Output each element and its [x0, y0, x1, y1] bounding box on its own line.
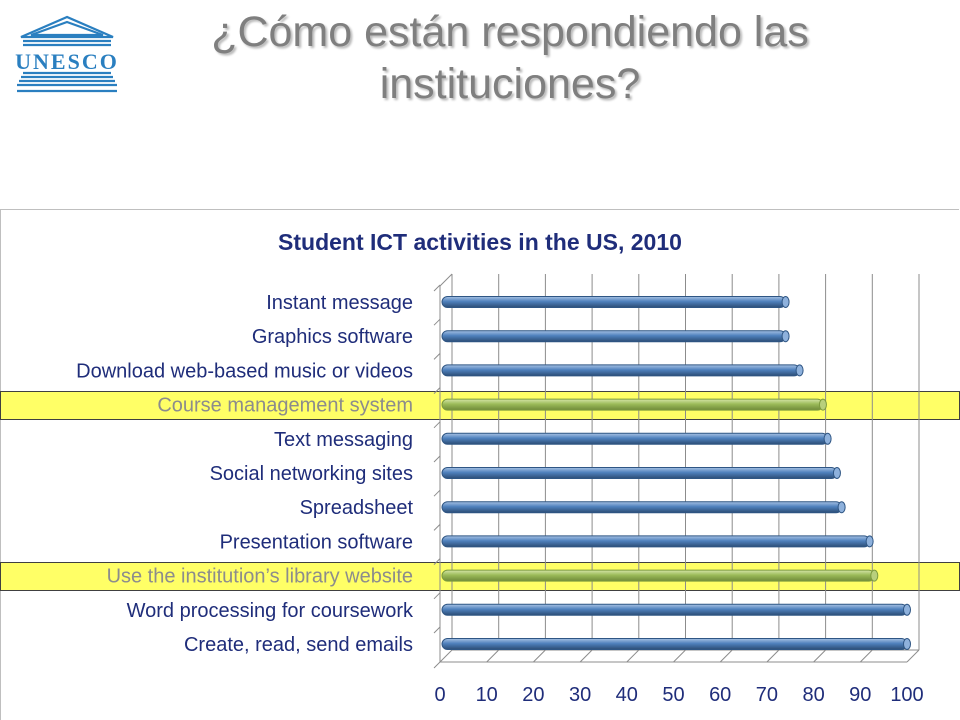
bar-end-cap — [781, 330, 790, 343]
bar — [441, 569, 875, 582]
category-label: Graphics software — [252, 326, 413, 348]
x-tick-label: 0 — [434, 684, 445, 706]
floor-gridline — [533, 649, 546, 663]
category-tick — [433, 387, 441, 394]
floor-gridline — [859, 649, 873, 663]
category-tick — [433, 489, 441, 497]
floor-gridline — [906, 649, 920, 663]
logo-lettering: UNESCO — [15, 49, 119, 74]
bar — [441, 638, 908, 650]
floor-gridline — [813, 649, 826, 663]
bar — [441, 330, 787, 343]
category-label: Text messaging — [274, 429, 413, 451]
category-tick — [433, 318, 441, 326]
x-tick-label: 30 — [569, 684, 591, 706]
bar — [441, 364, 801, 377]
category-label: Use the institution’s library website — [107, 566, 413, 588]
bar — [441, 535, 871, 548]
x-tick-label: 40 — [616, 684, 638, 706]
x-tick-label: 100 — [890, 684, 923, 706]
category-label: Course management system — [157, 395, 413, 417]
bar-end-cap — [903, 603, 911, 616]
bar-end-cap — [903, 638, 911, 650]
bar-end-cap — [795, 364, 804, 377]
floor-gridline — [579, 649, 593, 663]
category-label: Create, read, send emails — [184, 634, 413, 656]
floor-gridline — [626, 649, 640, 663]
floor-gridline — [766, 649, 780, 663]
bar-end-cap — [781, 296, 790, 308]
x-tick-label: 90 — [849, 684, 871, 706]
category-tick — [433, 455, 441, 463]
x-tick-label: 20 — [522, 684, 544, 706]
unesco-logo: UNESCO — [15, 15, 119, 95]
wall-top-edge — [439, 273, 453, 287]
category-tick — [433, 558, 441, 565]
slide-title: ¿Cómo están respondiendo las institucion… — [211, 8, 809, 108]
category-tick — [433, 284, 441, 292]
bar-end-cap — [865, 535, 874, 548]
bar — [441, 296, 787, 308]
x-tick-label: 50 — [662, 684, 684, 706]
x-tick-label: 80 — [802, 684, 824, 706]
bar — [441, 398, 824, 411]
bar — [441, 603, 908, 616]
bar-end-cap — [832, 467, 841, 479]
category-label: Download web-based music or videos — [76, 360, 413, 382]
category-tick — [433, 661, 441, 669]
category-tick — [433, 592, 441, 600]
x-tick-label: 60 — [709, 684, 731, 706]
category-tick — [433, 626, 441, 634]
bar-end-cap — [870, 569, 879, 582]
floor-gridline — [719, 649, 733, 663]
floor-gridline — [673, 649, 686, 663]
category-label: Word processing for coursework — [127, 600, 414, 622]
bar — [441, 432, 829, 445]
x-tick-label: 70 — [756, 684, 778, 706]
floor-gridline — [486, 649, 500, 663]
x-tick-label: 10 — [476, 684, 498, 706]
floor-gridline — [439, 649, 453, 663]
bar-end-cap — [823, 432, 832, 445]
chart-frame — [0, 209, 959, 720]
category-label: Instant message — [266, 292, 413, 314]
bar-end-cap — [818, 398, 827, 411]
bar — [441, 467, 838, 479]
category-tick — [433, 353, 441, 360]
category-tick — [433, 421, 441, 429]
category-label: Presentation software — [220, 531, 413, 553]
category-label: Spreadsheet — [300, 497, 414, 519]
bar — [441, 501, 843, 514]
category-label: Social networking sites — [210, 463, 413, 485]
chart-title: Student ICT activities in the US, 2010 — [278, 229, 682, 255]
bar-end-cap — [837, 501, 846, 514]
category-tick — [433, 524, 441, 531]
